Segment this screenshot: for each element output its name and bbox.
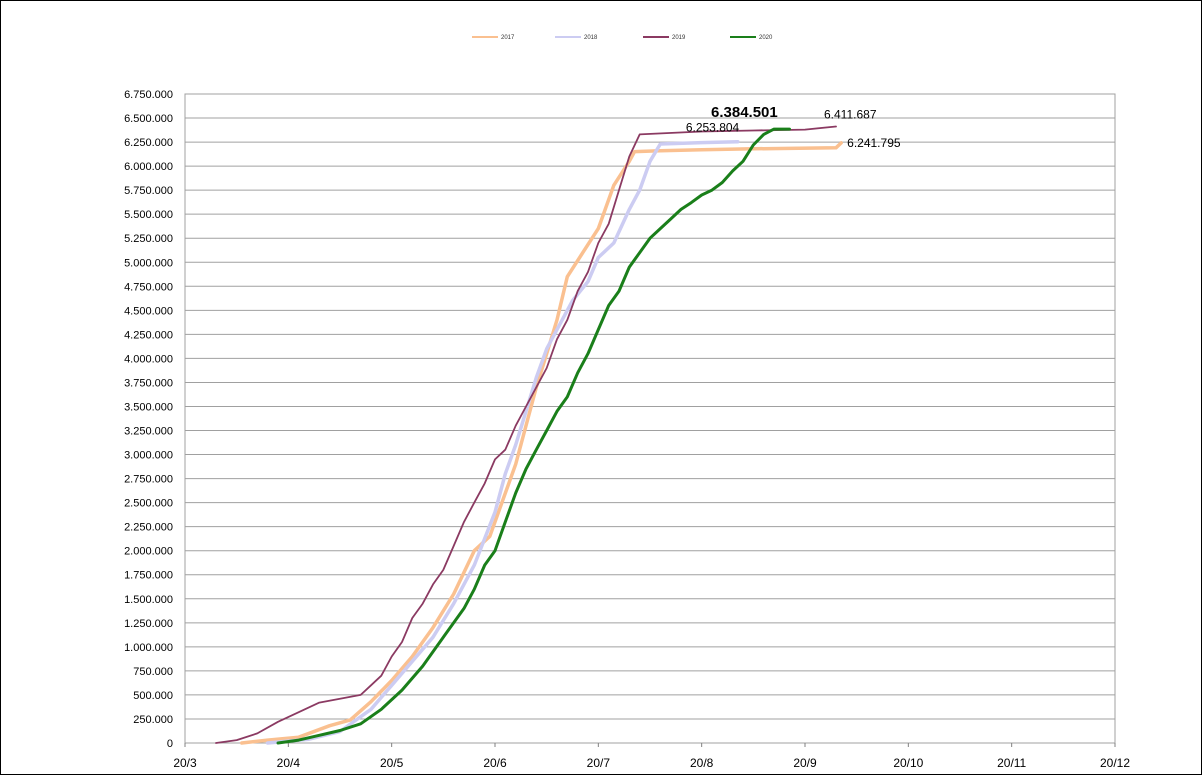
y-tick-label: 1.000.000	[124, 642, 173, 654]
x-tick-label: 20/8	[690, 756, 714, 770]
x-tick-label: 20/12	[1100, 756, 1130, 770]
series-line-2020	[276, 127, 791, 745]
plot-area-border	[184, 93, 1116, 744]
x-tick-label: 20/4	[277, 756, 301, 770]
x-tick-label: 20/9	[793, 756, 817, 770]
y-tick-label: 4.500.000	[124, 305, 173, 317]
x-tick-label: 20/10	[893, 756, 923, 770]
y-tick-label: 500.000	[133, 690, 173, 702]
y-tick-label: 1.500.000	[124, 594, 173, 606]
x-tick-label: 20/5	[380, 756, 404, 770]
y-tick-label: 1.750.000	[124, 570, 173, 582]
y-tick-label: 3.750.000	[124, 377, 173, 389]
x-tick-label: 20/11	[997, 756, 1026, 770]
x-axis-tick-labels: 20/3 20/4 20/5 20/6 20/7 20/8 20/9 20/10 20/11 20…	[173, 743, 1130, 770]
y-tick-label: 6.500.000	[124, 113, 173, 125]
grid-lines	[185, 93, 1115, 744]
annotation-2020-end-value: 6.384.501	[711, 104, 778, 121]
y-tick-label: 2.000.000	[124, 546, 173, 558]
y-tick-label: 1.250.000	[124, 618, 173, 630]
y-tick-label: 6.750.000	[124, 89, 173, 101]
y-tick-label: 6.250.000	[124, 137, 173, 149]
legend-label-2020: 2020	[759, 35, 773, 41]
legend-label-2019: 2019	[672, 35, 686, 41]
y-axis-tick-labels: 0 250.000 500.000 750.000 1.000.000 1.250.000…	[124, 89, 173, 750]
y-tick-label: 6.000.000	[124, 161, 173, 173]
series-lines	[215, 125, 843, 745]
x-tick-label: 20/7	[587, 756, 611, 770]
legend: 2017 2018 2019 2020	[472, 35, 773, 41]
y-tick-label: 5.500.000	[124, 209, 173, 221]
x-tick-label: 20/6	[483, 756, 507, 770]
y-tick-label: 4.000.000	[124, 353, 173, 365]
legend-label-2017: 2017	[501, 35, 515, 41]
legend-label-2018: 2018	[584, 35, 598, 41]
y-tick-label: 2.750.000	[124, 474, 173, 486]
y-tick-label: 4.250.000	[124, 329, 173, 341]
y-tick-label: 750.000	[133, 666, 173, 678]
y-tick-label: 3.500.000	[124, 401, 173, 413]
y-tick-label: 3.000.000	[124, 450, 173, 462]
y-tick-label: 0	[167, 738, 173, 750]
y-tick-label: 250.000	[133, 714, 173, 726]
y-tick-label: 5.250.000	[124, 233, 173, 245]
annotation-2017-end-value: 6.241.795	[847, 136, 901, 150]
annotation-2018-end-value: 6.253.804	[686, 121, 740, 135]
y-tick-label: 3.250.000	[124, 426, 173, 438]
y-tick-label: 2.250.000	[124, 522, 173, 534]
y-tick-label: 2.500.000	[124, 498, 173, 510]
y-tick-label: 5.000.000	[124, 257, 173, 269]
end-value-annotations: 6.253.804 6.384.501 6.411.687 6.241.795	[686, 104, 901, 150]
x-tick-label: 20/3	[173, 756, 197, 770]
series-line-2017	[240, 141, 843, 745]
annotation-2019-end-value: 6.411.687	[824, 108, 877, 122]
y-tick-label: 5.750.000	[124, 185, 173, 197]
series-line-2018	[265, 139, 740, 745]
series-line-2019	[215, 125, 837, 744]
y-tick-label: 4.750.000	[124, 281, 173, 293]
